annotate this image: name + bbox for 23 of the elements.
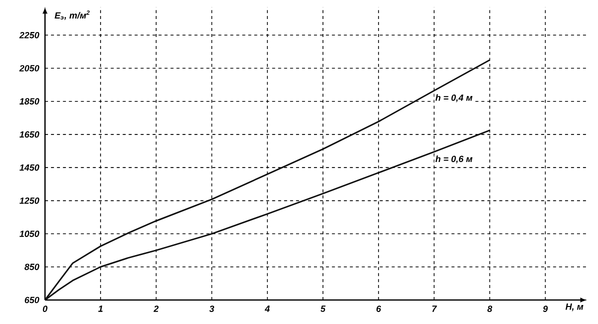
y-tick-label: 1250 bbox=[20, 197, 40, 204]
y-tick-label: 1650 bbox=[20, 131, 40, 138]
x-tick-label: 8 bbox=[487, 306, 492, 312]
y-axis-title: E$_{э}$, т/м$^{2}$ bbox=[54, 10, 90, 20]
x-tick-label: 7 bbox=[432, 306, 437, 312]
annotation: h = 0,4 м bbox=[435, 94, 472, 102]
y-tick-label: 2050 bbox=[19, 65, 40, 72]
annotation: h = 0,6 м bbox=[435, 156, 472, 164]
x-tick-label: 9 bbox=[543, 306, 548, 312]
y-tick-label: 2250 bbox=[19, 32, 40, 38]
y-tick-label: 1850 bbox=[20, 98, 40, 105]
y-tick-label: 1450 bbox=[20, 164, 40, 171]
y-tick-label: 1050 bbox=[20, 230, 40, 237]
x-tick-label: 0 bbox=[42, 306, 48, 312]
x-tick-label: 3 bbox=[209, 306, 214, 312]
x-tick-label: 4 bbox=[264, 306, 270, 312]
x-tick-label: 1 bbox=[98, 306, 103, 312]
y-tick-label: 850 bbox=[24, 264, 40, 270]
x-tick-label: 5 bbox=[320, 306, 326, 312]
x-axis-title: H, м bbox=[566, 304, 584, 312]
y-tick-label: 650 bbox=[24, 296, 40, 304]
x-tick-label: 2 bbox=[154, 306, 159, 312]
x-tick-label: 6 bbox=[376, 306, 382, 312]
